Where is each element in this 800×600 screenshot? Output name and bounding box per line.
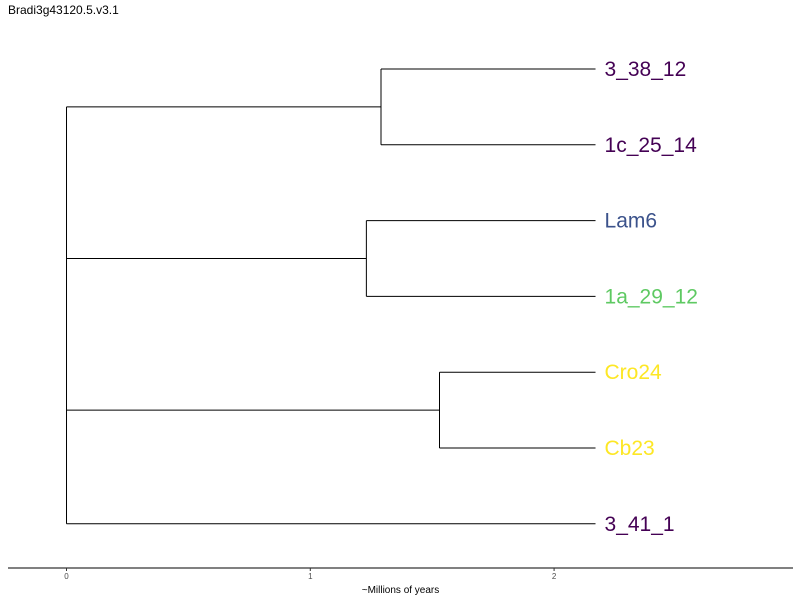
x-tick-label: 1	[308, 572, 313, 581]
x-axis-title: ~Millions of years	[362, 585, 440, 596]
tip-label: 3_38_12	[605, 58, 687, 81]
chart-title: Bradi3g43120.5.v3.1	[8, 3, 119, 17]
tip-label: 3_41_1	[605, 513, 675, 536]
tip-labels: 3_38_12 1c_25_14 Lam6 1a_29_12 Cro24 Cb23 3_41…	[605, 58, 698, 536]
x-axis-ticks: 0 1 2	[64, 568, 557, 581]
tip-label: 1c_25_14	[605, 134, 698, 157]
x-tick-label: 2	[552, 572, 557, 581]
tip-label: Cb23	[605, 437, 655, 460]
tip-label: 1a_29_12	[605, 285, 698, 308]
tip-label: Cro24	[605, 361, 663, 384]
x-tick-label: 0	[64, 572, 69, 581]
branch-lines	[66, 68, 596, 525]
tip-label: Lam6	[605, 210, 658, 233]
